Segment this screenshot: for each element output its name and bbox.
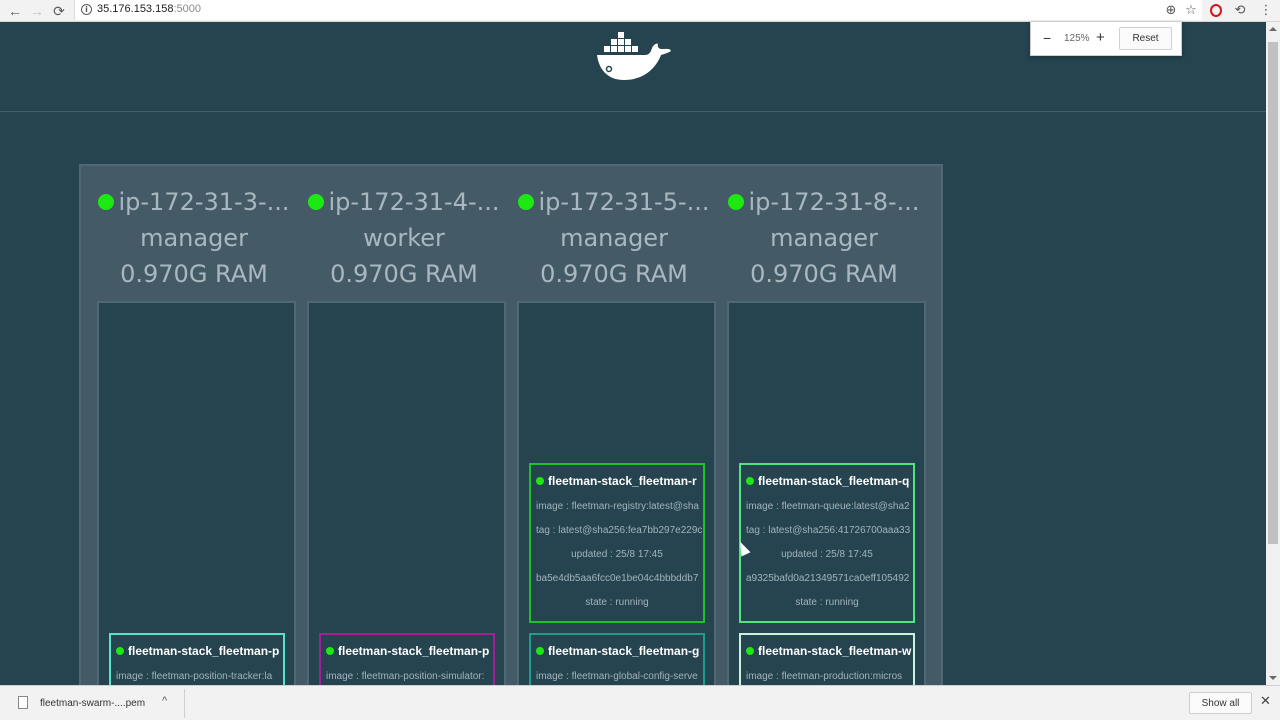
- node-task-column: fleetman-stack_fleetman-q image : fleetm…: [727, 301, 926, 685]
- scrollbar-thumb[interactable]: [1268, 42, 1278, 544]
- zoom-in-button[interactable]: +: [1096, 29, 1105, 46]
- task-updated: updated : 25/8 17:45: [571, 549, 663, 560]
- task-state: state : running: [795, 597, 859, 608]
- task-tag: tag : latest@sha256:41726700aaa33: [746, 525, 911, 536]
- task-card[interactable]: fleetman-stack_fleetman-q image : fleetm…: [739, 463, 915, 623]
- page-viewport: ip-172-31-3-... manager 0.970G RAM fleet…: [0, 22, 1266, 685]
- download-item[interactable]: fleetman-swarm-....pem ^: [10, 689, 185, 718]
- address-bar[interactable]: i 35.176.153.158:5000 ⊕ ☆: [74, 0, 1202, 20]
- sync-extension-icon[interactable]: ⟲: [1234, 2, 1246, 18]
- opera-extension-icon[interactable]: [1208, 2, 1224, 18]
- node-status-dot: [518, 194, 535, 210]
- task-title: fleetman-stack_fleetman-p: [128, 644, 280, 658]
- node-role: worker: [363, 224, 445, 252]
- task-image: image : fleetman-production:micros: [746, 671, 903, 682]
- node-status-dot: [308, 194, 325, 210]
- node-hostname: ip-172-31-8-...: [748, 188, 920, 216]
- file-icon: [18, 696, 28, 709]
- url-port: :5000: [173, 3, 201, 15]
- node-task-column: fleetman-stack_fleetman-p image : fleetm…: [307, 301, 506, 685]
- task-updated: updated : 25/8 17:45: [781, 549, 873, 560]
- download-shelf: fleetman-swarm-....pem ^ Show all ✕: [0, 685, 1280, 720]
- zoom-level: 125%: [1064, 33, 1090, 44]
- zoom-reset-button[interactable]: Reset: [1119, 27, 1172, 50]
- swarm-cluster: ip-172-31-3-... manager 0.970G RAM fleet…: [79, 164, 943, 685]
- star-icon[interactable]: ☆: [1185, 2, 1197, 18]
- task-id: a9325bafd0a21349571ca0eff105492: [746, 573, 910, 584]
- node-task-column: fleetman-stack_fleetman-r image : fleetm…: [517, 301, 716, 685]
- node-role: manager: [140, 224, 248, 252]
- task-title: fleetman-stack_fleetman-q: [758, 474, 910, 488]
- task-status-dot: [746, 647, 754, 655]
- forward-button[interactable]: →: [30, 3, 44, 19]
- task-card[interactable]: fleetman-stack_fleetman-r image : fleetm…: [529, 463, 705, 623]
- node-hostname: ip-172-31-5-...: [538, 188, 710, 216]
- task-image: image : fleetman-position-simulator:: [326, 671, 485, 682]
- node-hostname: ip-172-31-4-...: [328, 188, 500, 216]
- task-title: fleetman-stack_fleetman-p: [338, 644, 490, 658]
- node-role: manager: [770, 224, 878, 252]
- task-status-dot: [536, 647, 544, 655]
- node-hostname: ip-172-31-3-...: [118, 188, 290, 216]
- url-host: 35.176.153.158: [97, 3, 174, 15]
- close-icon[interactable]: ✕: [1260, 694, 1271, 709]
- back-button[interactable]: ←: [8, 3, 22, 19]
- task-id: ba5e4db5aa6fcc0e1be04c4bbbddb7: [536, 573, 699, 584]
- task-status-dot: [536, 477, 544, 485]
- reload-button[interactable]: ⟳: [53, 2, 65, 19]
- task-card[interactable]: fleetman-stack_fleetman-w image : fleetm…: [739, 633, 915, 685]
- task-image: image : fleetman-global-config-serve: [536, 671, 698, 682]
- show-all-downloads-button[interactable]: Show all: [1189, 692, 1252, 714]
- opera-logo-icon: [1210, 3, 1222, 17]
- task-status-dot: [326, 647, 334, 655]
- task-image: image : fleetman-queue:latest@sha2: [746, 501, 910, 512]
- task-image: image : fleetman-position-tracker:la: [116, 671, 273, 682]
- task-state: state : running: [585, 597, 649, 608]
- docker-whale-icon: [597, 32, 671, 80]
- node-role: manager: [560, 224, 668, 252]
- zoom-popup: − 125% + Reset: [1030, 21, 1182, 56]
- node-task-column: fleetman-stack_fleetman-p image : fleetm…: [97, 301, 296, 685]
- download-file-name: fleetman-swarm-....pem: [40, 698, 146, 709]
- task-status-dot: [116, 647, 124, 655]
- zoom-icon[interactable]: ⊕: [1165, 2, 1177, 18]
- node-ram: 0.970G RAM: [120, 260, 268, 288]
- menu-icon[interactable]: ⋮: [1259, 2, 1273, 18]
- scroll-down-arrow-icon[interactable]: [1269, 676, 1277, 680]
- node-status-dot: [728, 194, 745, 210]
- task-card[interactable]: fleetman-stack_fleetman-g image : fleetm…: [529, 633, 705, 685]
- task-image: image : fleetman-registry:latest@sha: [536, 501, 699, 512]
- scroll-up-arrow-icon[interactable]: [1269, 27, 1277, 31]
- task-card[interactable]: fleetman-stack_fleetman-p image : fleetm…: [319, 633, 495, 685]
- zoom-out-button[interactable]: −: [1043, 30, 1052, 46]
- info-icon[interactable]: i: [81, 4, 92, 15]
- url-text[interactable]: 35.176.153.158:5000: [97, 3, 201, 15]
- node-ram: 0.970G RAM: [540, 260, 688, 288]
- chevron-up-icon[interactable]: ^: [162, 695, 168, 707]
- node-ram: 0.970G RAM: [330, 260, 478, 288]
- node-status-dot: [98, 194, 115, 210]
- task-title: fleetman-stack_fleetman-r: [548, 474, 697, 488]
- browser-toolbar: ← → ⟳ i 35.176.153.158:5000 ⊕ ☆ ⟲ ⋮: [0, 0, 1280, 22]
- task-title: fleetman-stack_fleetman-g: [548, 644, 700, 658]
- page-header: [0, 22, 1266, 112]
- task-status-dot: [746, 477, 754, 485]
- task-title: fleetman-stack_fleetman-w: [758, 644, 912, 658]
- vertical-scrollbar[interactable]: [1266, 22, 1280, 685]
- node-ram: 0.970G RAM: [750, 260, 898, 288]
- task-tag: tag : latest@sha256:fea7bb297e229c: [536, 525, 703, 536]
- task-card[interactable]: fleetman-stack_fleetman-p image : fleetm…: [109, 633, 285, 685]
